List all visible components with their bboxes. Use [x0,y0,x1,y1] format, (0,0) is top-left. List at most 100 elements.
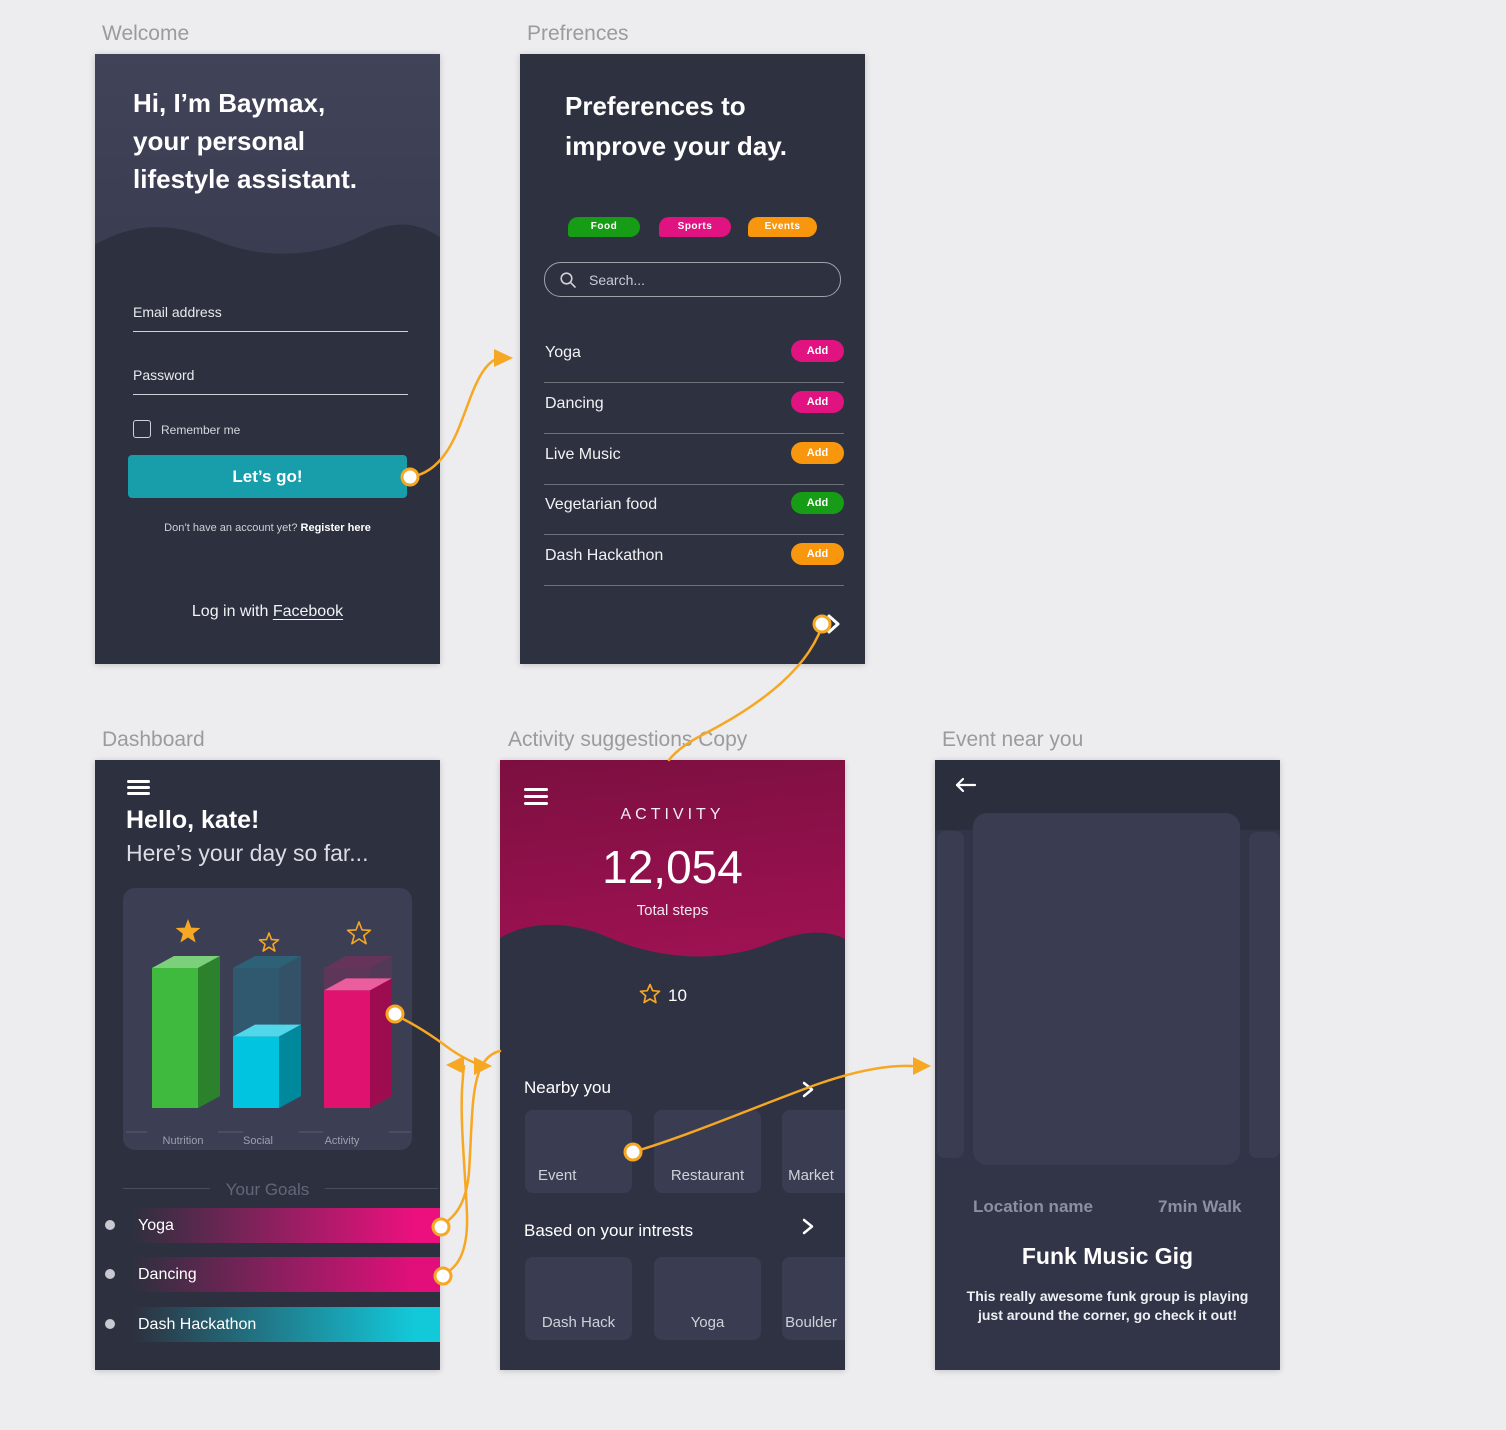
walk-time: 7min Walk [1158,1197,1242,1216]
tag-sports[interactable]: Sports [659,217,731,237]
svg-text:Nutrition: Nutrition [163,1135,204,1147]
frame-label-welcome: Welcome [102,22,190,45]
frame-label-dashboard: Dashboard [102,728,205,751]
event-description-line2: just around the corner, go check it out! [977,1307,1238,1323]
search-input[interactable]: Search... [544,262,841,297]
goal-name: Yoga [138,1217,174,1234]
card-label: Boulder [785,1314,837,1331]
email-field[interactable] [133,331,408,332]
event-description-line1: This really awesome funk group is playin… [966,1288,1249,1304]
search-placeholder: Search... [589,271,646,288]
activity-suggestions-screen: ACTIVITY 12,054 Total steps 10 Nearby yo… [500,760,845,1370]
nearby-you-title: Nearby you [524,1078,611,1097]
facebook-link[interactable]: Facebook [272,603,344,620]
interests-title: Based on your intrests [524,1221,694,1240]
remember-me-checkbox[interactable] [133,420,151,438]
goal-star-icon [346,921,372,945]
total-steps-value: 12,054 [602,841,743,893]
login-prefix: Log in with [191,603,273,620]
divider [123,1188,210,1189]
event-title: Funk Music Gig [1021,1243,1194,1269]
welcome-screen: Hi, I’m Baymax, your personal lifestyle … [95,54,440,664]
connector-dancing-to-dashboard [441,1064,469,1276]
preferences-title: Preferences to improve your day. [565,91,788,161]
goal-bullet [105,1269,115,1279]
arrowhead-right [494,349,513,367]
add-button[interactable]: Add [791,543,844,565]
register-link[interactable]: Register here [300,522,371,534]
nearby-card-restaurant[interactable]: Restaurant [654,1110,761,1193]
item-name: Yoga [545,344,581,361]
connector-yoga-to-activity [439,1049,502,1227]
star-icon [639,983,661,1004]
frame-label-preferences: Prefrences [527,22,629,45]
goal-star-icon [258,932,280,952]
email-field-label: Email address [133,304,222,320]
goal-row-yoga[interactable]: Yoga [95,1208,440,1243]
goal-row-dancing[interactable]: Dancing [95,1257,440,1292]
password-field[interactable] [133,394,408,395]
dashboard-screen: Hello, kate! Here’s your day so far... N… [95,760,440,1370]
goal-bullet [105,1220,115,1230]
item-name: Vegetarian food [545,496,658,513]
item-name: Dancing [545,395,604,412]
carousel-card-next[interactable] [1249,832,1280,1158]
arrowhead-right [474,1057,492,1075]
your-goals-heading: Your Goals [225,1180,310,1199]
goal-progress-bar: Dancing [132,1257,440,1292]
card-label: Restaurant [670,1167,745,1184]
add-button[interactable]: Add [791,442,844,464]
goal-name: Dash Hackathon [138,1316,257,1333]
login-facebook-line: Log in with Facebook [95,603,440,621]
frame-label-activity: Activity suggestions Copy [508,728,748,751]
chevron-right-icon[interactable] [802,1218,815,1235]
password-field-label: Password [133,367,195,383]
svg-text:Activity: Activity [325,1135,360,1147]
back-arrow-icon[interactable] [953,775,979,795]
item-name: Dash Hackathon [545,547,664,564]
next-arrow-icon[interactable] [826,613,842,635]
item-name: Live Music [545,446,621,463]
menu-icon[interactable] [524,788,548,809]
card-label: Dash Hack [541,1314,616,1331]
card-label: Event [538,1167,577,1184]
preference-item-hackathon: Dash Hackathon Add [544,539,844,586]
add-button[interactable]: Add [791,492,844,514]
interest-card-yoga[interactable]: Yoga [654,1257,761,1340]
daily-summary-chart-card: Nutrition Social Activity [123,888,412,1150]
dashboard-subtitle: Here’s your day so far... [126,840,369,866]
welcome-title: Hi, I’m Baymax, your personal lifestyle … [133,88,357,194]
goal-progress-bar: Yoga [132,1208,440,1243]
interest-card-dash-hack[interactable]: Dash Hack [525,1257,632,1340]
event-near-you-screen: Location name 7min Walk Funk Music Gig T… [935,760,1280,1370]
preference-item-live-music: Live Music Add [544,438,844,485]
goals-bar-chart: Nutrition Social Activity [126,919,411,1147]
nearby-card-event[interactable]: Event [525,1110,632,1193]
card-label: Yoga [690,1314,725,1331]
tag-food[interactable]: Food [568,217,640,237]
preference-item-dancing: Dancing Add [544,387,844,434]
welcome-header-wave [95,54,440,254]
goal-row-hackathon[interactable]: Dash Hackathon [95,1307,440,1342]
interest-card-boulder[interactable]: Boulder [782,1257,845,1340]
chevron-right-icon[interactable] [802,1081,815,1098]
add-button[interactable]: Add [791,340,844,362]
card-label: Market [788,1167,834,1184]
add-button[interactable]: Add [791,391,844,413]
activity-header [500,760,845,1005]
nearby-card-market[interactable]: Market [782,1110,845,1193]
star-count: 10 [668,986,687,1005]
arrowhead-right [913,1057,931,1075]
frame-label-event: Event near you [942,728,1084,751]
goal-star-icon [175,919,201,943]
tag-events[interactable]: Events [748,217,817,237]
event-image-placeholder[interactable] [973,813,1240,1165]
goal-bullet [105,1319,115,1329]
location-name: Location name [973,1197,1093,1216]
remember-me-label: Remember me [161,423,241,437]
menu-icon[interactable] [127,780,150,798]
carousel-card-previous[interactable] [937,831,964,1158]
register-prefix: Don’t have an account yet? [164,522,301,534]
lets-go-button[interactable]: Let’s go! [128,455,407,498]
goal-progress-bar: Dash Hackathon [132,1307,440,1342]
